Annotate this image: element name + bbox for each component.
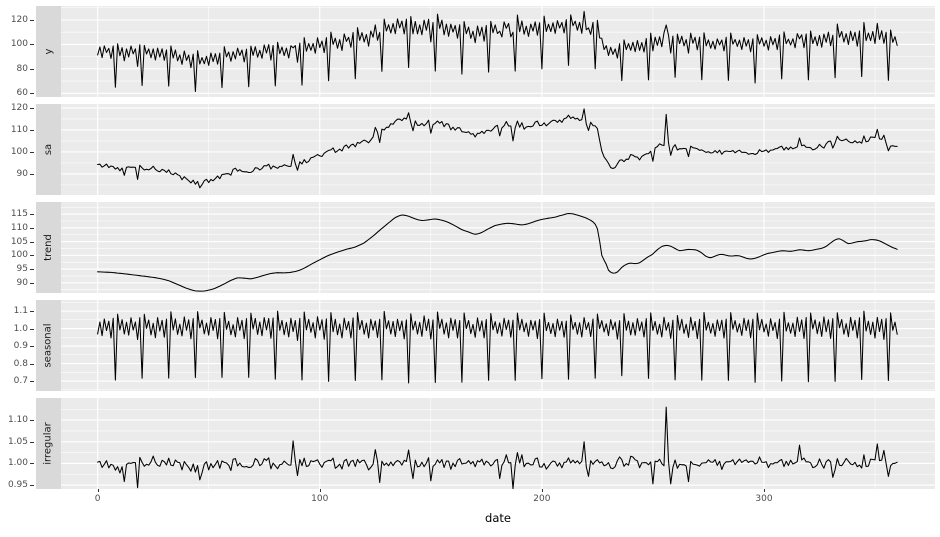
x-tick-mark — [541, 489, 543, 492]
x-axis-title: date — [485, 511, 511, 525]
y-tick-label: 1.05 — [7, 436, 28, 447]
y-tick-label: 90 — [16, 168, 28, 179]
y-tick-mark — [30, 269, 34, 271]
y-tick-label: 1.00 — [7, 458, 28, 469]
facet-panel-seasonal — [61, 300, 935, 391]
series-line-seasonal — [97, 310, 898, 384]
y-tick-label: 0.95 — [7, 480, 28, 491]
y-tick-mark — [30, 381, 34, 383]
x-tick-label: 300 — [755, 494, 773, 504]
y-tick-mark — [30, 107, 34, 109]
series-line-irregular — [97, 406, 898, 489]
y-tick-label: 1.10 — [7, 415, 28, 426]
y-tick-mark — [30, 241, 34, 243]
y-tick-mark — [30, 151, 34, 153]
facet-strip-sa: sa — [36, 104, 61, 195]
y-tick-mark — [30, 255, 34, 257]
y-tick-label: 1.0 — [13, 323, 28, 334]
facet-label-seasonal: seasonal — [43, 323, 54, 368]
y-tick-label: 90 — [16, 277, 28, 288]
y-tick-mark — [30, 214, 34, 216]
y-tick-mark — [30, 311, 34, 313]
y-tick-label: 60 — [16, 88, 28, 99]
y-tick-label: 1.1 — [13, 306, 28, 317]
series-line-y — [97, 10, 898, 93]
facet-label-trend: trend — [43, 234, 54, 261]
y-tick-mark — [30, 173, 34, 175]
y-tick-label: 120 — [10, 102, 28, 113]
facet-strip-y: y — [36, 6, 61, 97]
y-tick-mark — [30, 68, 34, 70]
y-tick-label: 0.8 — [13, 358, 28, 369]
y-tick-mark — [30, 420, 34, 422]
y-tick-label: 80 — [16, 63, 28, 74]
y-tick-label: 0.7 — [13, 376, 28, 387]
panel-background — [61, 398, 935, 489]
y-tick-mark — [30, 463, 34, 465]
y-tick-label: 105 — [10, 236, 28, 247]
y-tick-label: 110 — [10, 222, 28, 233]
y-tick-label: 115 — [10, 209, 28, 220]
series-line-sa — [97, 108, 898, 189]
series-line-trend — [97, 212, 898, 292]
y-tick-mark — [30, 44, 34, 46]
facet-label-irregular: irregular — [43, 422, 54, 465]
y-tick-mark — [30, 363, 34, 365]
y-tick-mark — [30, 93, 34, 95]
y-tick-label: 95 — [16, 264, 28, 275]
facet-panel-sa — [61, 104, 935, 195]
y-tick-mark — [30, 129, 34, 131]
facet-panel-irregular — [61, 398, 935, 489]
y-tick-mark — [30, 441, 34, 443]
y-tick-label: 100 — [10, 146, 28, 157]
panel-background — [61, 202, 935, 293]
facet-strip-irregular: irregular — [36, 398, 61, 489]
y-tick-mark — [30, 227, 34, 229]
panel-background — [61, 6, 935, 97]
facet-strip-seasonal: seasonal — [36, 300, 61, 391]
facet-label-sa: sa — [43, 143, 54, 156]
x-tick-mark — [763, 489, 765, 492]
y-tick-label: 0.9 — [13, 341, 28, 352]
y-tick-label: 110 — [10, 124, 28, 135]
y-tick-mark — [30, 328, 34, 330]
facet-strip-trend: trend — [36, 202, 61, 293]
y-tick-label: 100 — [10, 250, 28, 261]
y-tick-mark — [30, 485, 34, 487]
y-tick-mark — [30, 282, 34, 284]
y-tick-label: 100 — [10, 39, 28, 50]
y-tick-mark — [30, 346, 34, 348]
x-tick-label: 100 — [311, 494, 329, 504]
y-tick-label: 120 — [10, 14, 28, 25]
x-tick-mark — [319, 489, 321, 492]
y-tick-mark — [30, 19, 34, 21]
facet-panel-y — [61, 6, 935, 97]
x-tick-label: 0 — [94, 494, 101, 504]
x-tick-mark — [97, 489, 99, 492]
facet-panel-trend — [61, 202, 935, 293]
facet-label-y: y — [42, 48, 54, 55]
x-tick-label: 200 — [533, 494, 551, 504]
